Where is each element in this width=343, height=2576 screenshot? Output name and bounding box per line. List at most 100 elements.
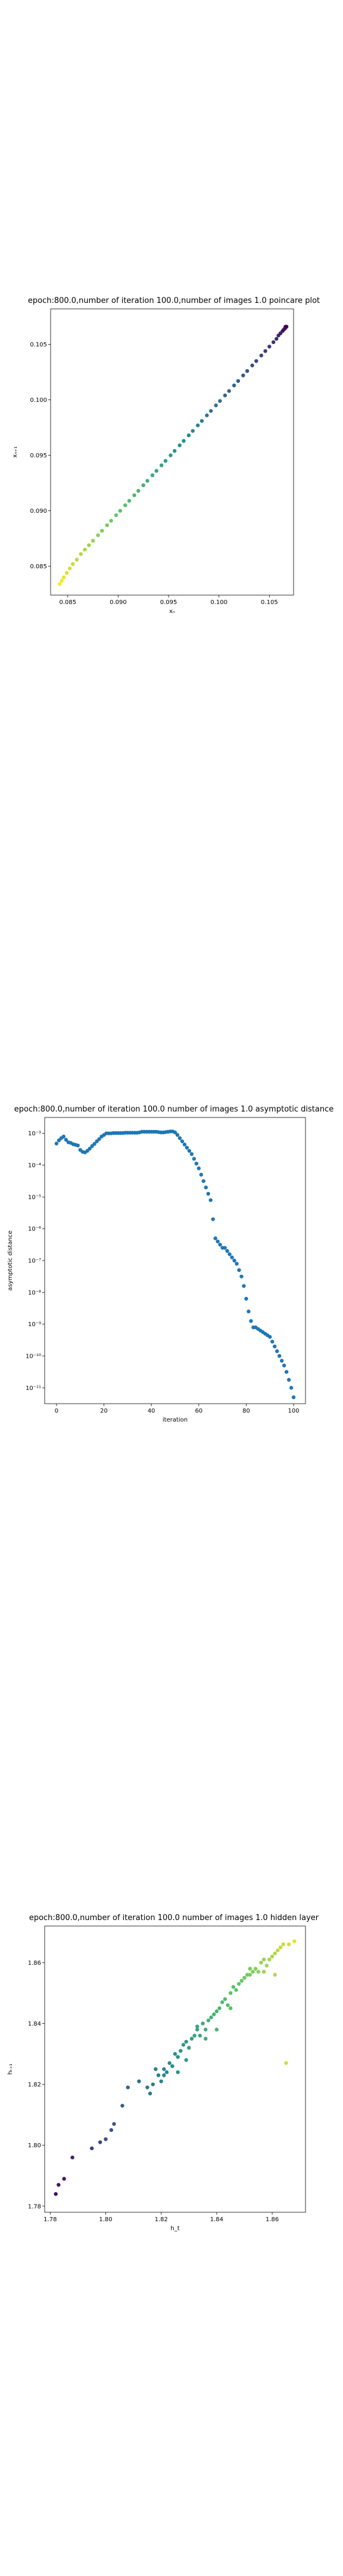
x-axis-label: xₙ: [169, 608, 175, 615]
data-point: [62, 2176, 66, 2181]
y-tick-label: 10⁻⁷: [28, 1258, 41, 1265]
x-tick-label: 0.090: [110, 599, 127, 606]
data-point: [189, 1152, 194, 1156]
y-tick-label: 0.090: [30, 508, 47, 515]
x-axis-label: iteration: [163, 1417, 188, 1423]
data-point: [71, 562, 75, 566]
data-point: [114, 513, 119, 518]
y-tick-label: 1.84: [28, 2021, 41, 2027]
data-point: [218, 399, 222, 403]
data-point: [201, 1179, 205, 1183]
data-point: [249, 1319, 253, 1323]
data-point: [236, 1981, 241, 1986]
data-point: [87, 543, 91, 547]
data-point: [204, 2036, 208, 2041]
data-point: [97, 1137, 101, 1141]
data-point: [132, 493, 136, 497]
data-point: [141, 483, 145, 488]
y-tick-label: 10⁻⁶: [28, 1226, 41, 1233]
x-tick-label: 0: [55, 1408, 58, 1414]
y-tick-label: 10⁻³: [28, 1131, 41, 1137]
data-point: [286, 1377, 291, 1382]
data-point: [245, 369, 250, 373]
data-point: [181, 2042, 186, 2047]
y-tick-label: 1.86: [28, 1960, 41, 1967]
data-point: [167, 2061, 172, 2065]
data-point: [148, 2091, 152, 2096]
plot-area: [44, 1925, 306, 2213]
axis-ticks: 1.78 1.80 1.82 1.84 1.86 1.78 1.80 1.82 1.84 1.86: [28, 1960, 279, 2223]
data-point: [76, 1143, 80, 1148]
data-point: [64, 571, 69, 575]
data-point: [254, 359, 258, 363]
data-point: [261, 1970, 266, 1974]
data-point: [120, 2104, 124, 2108]
data-point: [267, 1957, 272, 1962]
data-point: [248, 1967, 252, 1971]
data-point: [60, 578, 64, 583]
data-point: [195, 2024, 199, 2029]
data-point: [179, 2049, 183, 2053]
plot-area: [50, 308, 294, 596]
data-point: [253, 1967, 258, 1971]
y-tick-label: 1.80: [28, 2142, 41, 2149]
data-point: [208, 1198, 213, 1202]
data-point: [223, 1997, 227, 2001]
scatter-points: [54, 1939, 297, 2196]
y-tick-label: 1.82: [28, 2082, 41, 2088]
y-tick-label: 10⁻¹¹: [26, 1385, 41, 1392]
x-tick-label: 0.085: [59, 599, 76, 606]
y-tick-label: 0.100: [30, 397, 47, 404]
data-point: [259, 1961, 263, 1965]
x-tick-label: 20: [100, 1408, 108, 1414]
data-point: [173, 1130, 177, 1135]
data-point: [228, 2006, 233, 2011]
data-point: [176, 2070, 180, 2075]
data-point: [273, 1973, 277, 1977]
x-tick-label: 1.82: [155, 2216, 168, 2223]
data-point: [247, 1309, 251, 1314]
data-point: [187, 2046, 191, 2050]
data-point: [214, 2027, 219, 2032]
plot-area: [44, 1117, 306, 1404]
data-point: [214, 403, 218, 408]
data-point: [232, 1258, 236, 1263]
data-point: [154, 2067, 158, 2072]
data-point: [271, 340, 276, 345]
data-point: [242, 1976, 247, 1980]
data-point: [263, 349, 267, 353]
data-point: [250, 363, 254, 368]
x-tick-label: 0.100: [210, 599, 227, 606]
data-point: [162, 2073, 166, 2077]
data-point: [275, 337, 279, 341]
hidden-layer-chart: epoch:800.0,number of iteration 100.0 nu…: [7, 1914, 319, 2232]
data-point: [194, 1162, 199, 1166]
data-point: [197, 1166, 201, 1171]
data-point: [109, 519, 113, 523]
data-point: [185, 1145, 189, 1150]
data-point: [206, 1191, 210, 1196]
data-point: [204, 1185, 208, 1190]
data-point: [273, 1951, 277, 1956]
data-point: [245, 1973, 250, 1977]
data-point: [270, 1954, 275, 1959]
data-point: [187, 1148, 192, 1153]
data-point: [182, 1143, 187, 1147]
data-point: [162, 2067, 166, 2072]
chart-title: epoch:800.0,number of iteration 100.0 nu…: [29, 1914, 319, 1922]
data-point: [270, 1339, 275, 1344]
data-point: [239, 1274, 244, 1278]
y-tick-label: 0.095: [30, 453, 47, 459]
x-tick-label: 1.80: [99, 2216, 112, 2223]
data-point: [58, 582, 62, 586]
data-point: [195, 2027, 199, 2032]
data-point: [160, 463, 164, 467]
data-point: [83, 547, 87, 552]
data-point: [164, 2070, 169, 2075]
data-point: [192, 2033, 197, 2038]
data-point: [170, 2064, 174, 2069]
y-tick-label: 10⁻⁹: [28, 1321, 41, 1328]
data-point: [145, 479, 149, 483]
data-point: [109, 2128, 114, 2132]
data-point: [264, 1964, 269, 1968]
